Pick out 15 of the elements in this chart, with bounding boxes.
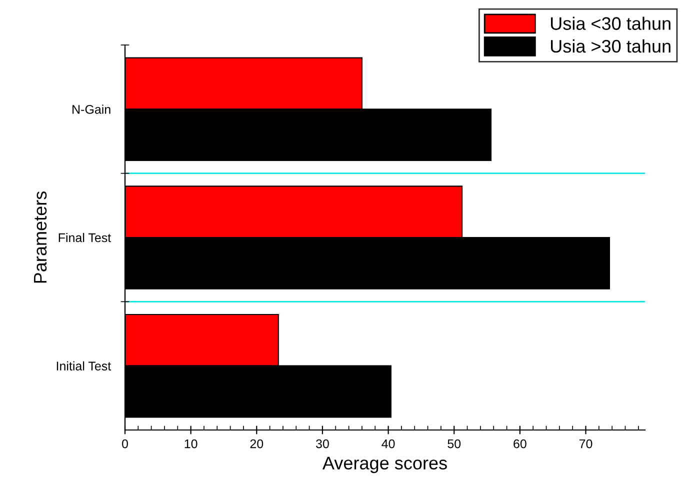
y-tick-label: N-Gain [72, 104, 110, 114]
y-tick-label: Final Test [58, 232, 112, 242]
x-tick-label: 10 [184, 439, 198, 448]
x-tick-label: 40 [382, 439, 395, 448]
y-tick-label: Initial Test [56, 361, 112, 370]
x-tick-label: 30 [316, 439, 329, 448]
x-tick-label: 20 [250, 439, 264, 448]
x-tick-label: 50 [448, 439, 461, 448]
legend-label: Usia <30 tahun [550, 16, 670, 30]
y-axis-title: Parameters [34, 191, 47, 283]
legend-label: Usia >30 tahun [550, 39, 670, 53]
x-tick-label: 0 [122, 439, 128, 448]
x-axis-title: Average scores [322, 456, 447, 474]
x-tick-label: 70 [579, 439, 592, 448]
x-tick-label: 60 [514, 439, 526, 448]
